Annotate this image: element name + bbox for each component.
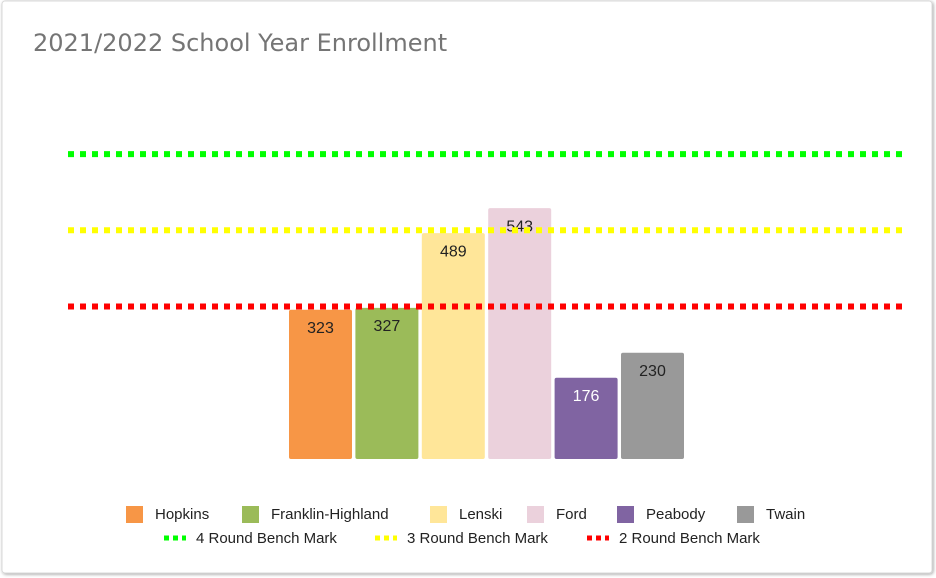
legend-label: Franklin-Highland	[271, 506, 389, 523]
legend-label: 3 Round Bench Mark	[407, 530, 548, 547]
legend-label: Peabody	[646, 506, 706, 523]
bar	[621, 352, 684, 459]
value-label: 176	[573, 388, 600, 405]
chart-title: 2021/2022 School Year Enrollment	[33, 29, 447, 57]
bar	[554, 377, 618, 459]
legend-swatch	[242, 506, 259, 523]
legend-label: Ford	[556, 506, 587, 523]
legend-swatch	[126, 506, 143, 523]
bar	[289, 309, 352, 459]
legend-swatch	[430, 506, 447, 523]
value-label: 489	[440, 243, 467, 260]
bar	[488, 208, 552, 459]
value-label: 323	[307, 320, 334, 337]
legend-swatch	[527, 506, 544, 523]
legend-swatch	[737, 506, 754, 523]
bar	[421, 233, 485, 459]
legend-swatch	[617, 506, 634, 523]
value-label: 230	[639, 363, 666, 380]
legend-label: 4 Round Bench Mark	[196, 530, 337, 547]
bar	[355, 307, 419, 459]
legend-label: Twain	[766, 506, 805, 523]
legend-label: 2 Round Bench Mark	[619, 530, 760, 547]
value-label: 327	[374, 318, 401, 335]
legend-label: Lenski	[459, 506, 502, 523]
legend-label: Hopkins	[155, 506, 209, 523]
